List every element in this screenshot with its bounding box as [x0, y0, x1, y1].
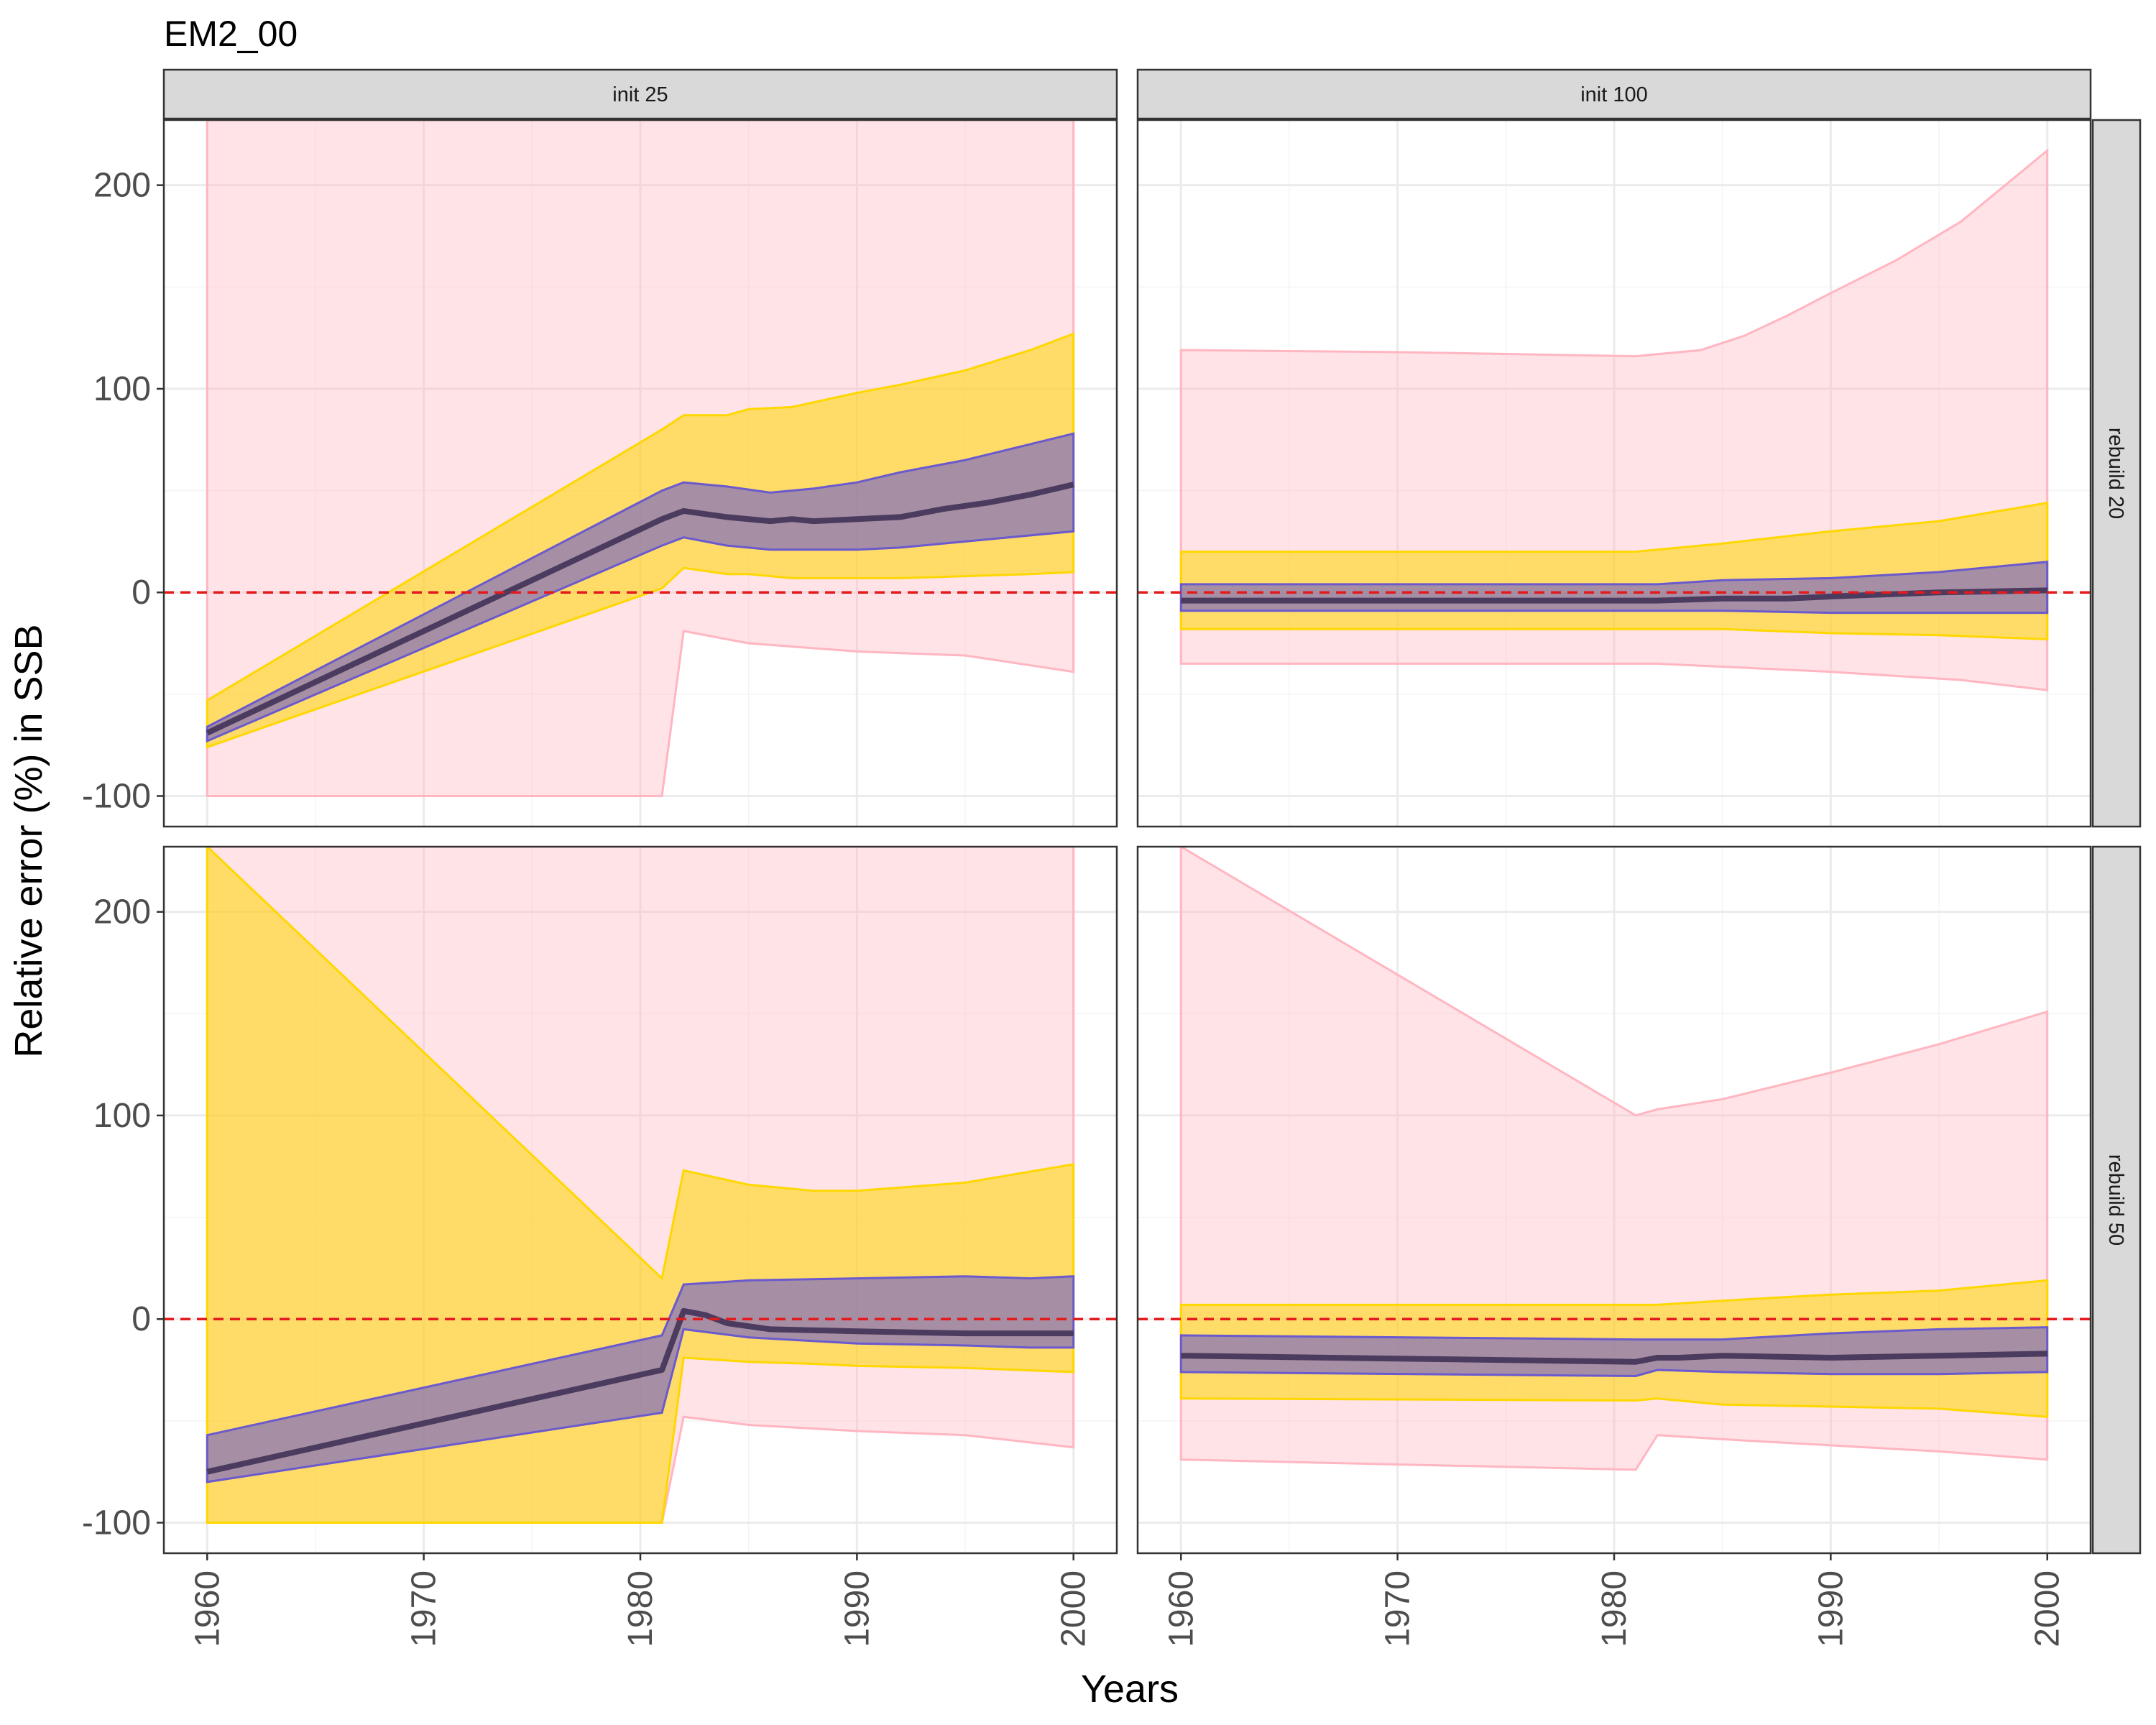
y-tick-label: 200 [93, 893, 151, 932]
x-tick-label: 1980 [1595, 1570, 1634, 1647]
inner-band [206, 432, 1075, 743]
y-tick-label: -100 [82, 778, 151, 816]
y-tick-label: -100 [82, 1504, 151, 1542]
x-tick-label: 1960 [1162, 1570, 1200, 1647]
column-strip-label: init 25 [612, 83, 668, 106]
x-tick-label: 1980 [622, 1570, 660, 1647]
x-tick-label: 2000 [1055, 1570, 1093, 1647]
x-tick-label: 1970 [405, 1570, 443, 1647]
panel-data [164, 120, 1117, 797]
inner-band [206, 1275, 1075, 1484]
row-strip [2091, 845, 2142, 1555]
median-line [206, 482, 1074, 736]
panel-init25-rebuild50 [162, 845, 1118, 1555]
y-tick-label: 0 [132, 1300, 151, 1338]
panel-border [1136, 119, 2092, 828]
axes-layer: -100 0 100 200 -100 0 100 200 1960 1970 1980 1990 20… [82, 167, 2067, 1647]
x-axis-title: Years [1081, 1668, 1179, 1711]
panel-data [1138, 148, 2091, 691]
panel-data [164, 847, 1117, 1524]
strips-layer: init 25 init 100 rebuild 20 rebuild 50 [162, 68, 2142, 1555]
x-tick-label: 2000 [2029, 1570, 2067, 1647]
column-strip-label: init 100 [1580, 83, 1648, 106]
x-tick-label: 1990 [1812, 1570, 1850, 1647]
y-tick-label: 200 [93, 167, 151, 205]
x-tick-label: 1990 [838, 1570, 876, 1647]
median-line [1181, 1351, 2047, 1365]
panels-layer [162, 119, 2092, 1555]
column-strip [1136, 68, 2092, 120]
y-tick-label: 100 [93, 1097, 151, 1135]
x-tick-label: 1960 [188, 1570, 226, 1647]
x-tick-label: 1970 [1379, 1570, 1417, 1647]
y-axis-title: Relative error (%) in SSB [7, 624, 50, 1057]
chart-title: EM2_00 [164, 14, 298, 54]
row-strip-label: rebuild 50 [2104, 1154, 2127, 1246]
median-line [206, 1307, 1074, 1475]
row-strip [2091, 119, 2142, 828]
middle-band [206, 847, 1075, 1524]
panel-init100-rebuild20 [1136, 119, 2092, 828]
panel-data [1138, 847, 2091, 1471]
y-tick-label: 0 [132, 574, 151, 612]
panel-border [162, 119, 1118, 828]
inner-band [1179, 1326, 2049, 1378]
panel-init100-rebuild50 [1136, 845, 2092, 1555]
column-strip [162, 68, 1118, 120]
y-tick-label: 100 [93, 370, 151, 408]
row-strip-label: rebuild 20 [2104, 428, 2127, 519]
panel-init25-rebuild20 [162, 119, 1118, 828]
